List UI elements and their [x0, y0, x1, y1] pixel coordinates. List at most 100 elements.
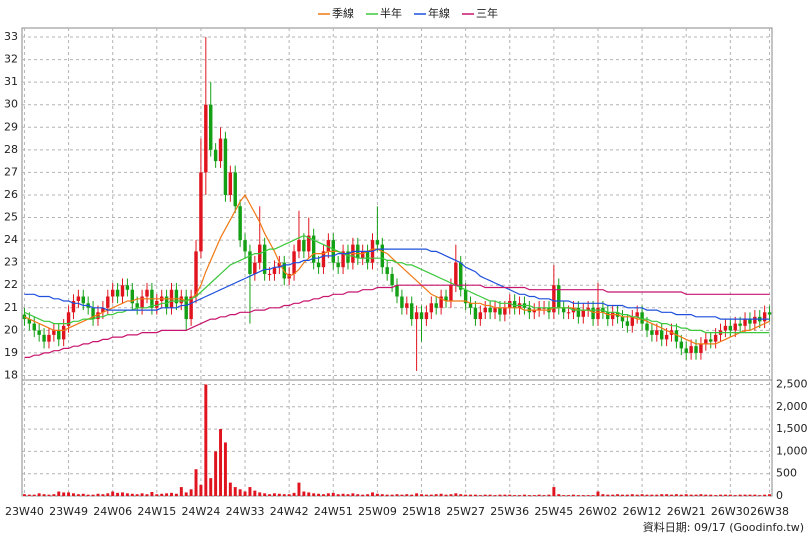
volume-bar — [434, 494, 438, 496]
candle-body — [52, 330, 56, 335]
candle-body — [297, 240, 301, 252]
y-tick-label: 28 — [4, 143, 18, 156]
volume-bar — [763, 494, 767, 496]
volume-bar — [135, 494, 139, 496]
candle-body — [478, 312, 483, 320]
candle-body — [459, 262, 463, 290]
candle-body — [81, 296, 85, 304]
x-tick-label: 25W36 — [490, 505, 529, 518]
volume-bar — [125, 493, 129, 496]
candle-body — [709, 339, 713, 342]
candle-body — [380, 244, 385, 268]
candle-body — [179, 296, 184, 304]
volume-bar — [194, 469, 198, 496]
volume-bar — [699, 494, 703, 496]
candle-body — [512, 301, 517, 308]
volume-bar — [272, 493, 276, 496]
volume-bar — [689, 494, 693, 496]
volume-bar — [312, 493, 316, 496]
volume-bar — [37, 493, 41, 496]
y2-tick-label: 0 — [776, 489, 783, 502]
volume-bar — [557, 494, 561, 496]
volume-bar — [758, 495, 762, 496]
volume-bar — [189, 489, 193, 496]
candle-body — [488, 307, 492, 313]
volume-bar — [733, 495, 737, 496]
candle-body — [66, 312, 71, 326]
candle-body — [532, 310, 536, 313]
y-tick-label: 26 — [4, 188, 18, 201]
volume-bar — [616, 494, 620, 496]
volume-bar — [753, 494, 757, 496]
volume-bar — [165, 493, 169, 496]
candle-body — [106, 296, 110, 308]
legend-label: 半年 — [380, 6, 402, 20]
volume-bar — [640, 494, 644, 496]
volume-bar — [483, 494, 487, 496]
candle-body — [145, 289, 149, 297]
volume-bar — [248, 487, 252, 496]
candle-body — [454, 262, 458, 286]
candle-body — [174, 289, 179, 304]
volume-bar — [160, 493, 164, 496]
candle-body — [218, 138, 223, 162]
volume-bar — [174, 493, 178, 496]
x-tick-label: 25W27 — [446, 505, 485, 518]
volume-bar — [385, 494, 389, 496]
volume-bar — [184, 492, 188, 496]
candle-body — [483, 307, 487, 313]
volume-bar — [277, 493, 281, 496]
x-tick-label: 26W21 — [667, 505, 706, 518]
candle-body — [743, 319, 747, 326]
candle-body — [71, 301, 76, 313]
candle-body — [566, 312, 571, 314]
volume-bar — [768, 494, 772, 496]
x-tick-label: 26W12 — [623, 505, 662, 518]
volume-bar — [537, 494, 541, 496]
candle-body — [434, 303, 438, 308]
candle-body — [57, 330, 61, 340]
candle-body — [723, 325, 728, 331]
volume-bar — [581, 495, 585, 496]
volume-bar — [287, 494, 291, 496]
volume-bar — [22, 494, 26, 496]
volume-bar — [268, 494, 272, 496]
candle-body — [498, 307, 502, 315]
candle-body — [42, 334, 46, 342]
candle-body — [704, 339, 708, 344]
y2-tick-label: 2,000 — [776, 400, 808, 413]
candle-body — [586, 307, 590, 311]
y-tick-label: 19 — [4, 346, 18, 359]
candle-body — [439, 296, 443, 308]
candle-body — [694, 346, 698, 353]
candle-body — [635, 312, 639, 317]
candle-body — [699, 343, 703, 353]
y-tick-label: 31 — [4, 75, 18, 88]
legend-label: 三年 — [476, 6, 498, 20]
volume-bar — [317, 493, 321, 496]
volume-bar — [307, 492, 311, 496]
candle-body — [390, 273, 394, 286]
volume-bar — [674, 494, 678, 496]
volume-bar — [562, 495, 566, 496]
candle-body — [414, 312, 419, 320]
x-tick-label: 26W38 — [750, 505, 789, 518]
volume-bar — [380, 494, 384, 496]
x-tick-label: 24W33 — [226, 505, 265, 518]
volume-bar — [62, 492, 66, 496]
candle-body — [444, 296, 448, 302]
volume-bar — [621, 494, 624, 496]
volume-bar — [253, 490, 257, 496]
volume-bar — [503, 494, 507, 496]
y-tick-label: 33 — [4, 30, 18, 43]
volume-bar — [596, 491, 600, 496]
candle-body — [493, 307, 497, 313]
volume-bar — [42, 494, 46, 496]
volume-bar — [204, 384, 208, 496]
candle-body — [561, 307, 566, 313]
candle-body — [449, 285, 453, 302]
volume-bar — [371, 492, 374, 496]
volume-bar — [346, 494, 350, 496]
candle-body — [537, 307, 541, 311]
volume-bar — [429, 494, 433, 496]
